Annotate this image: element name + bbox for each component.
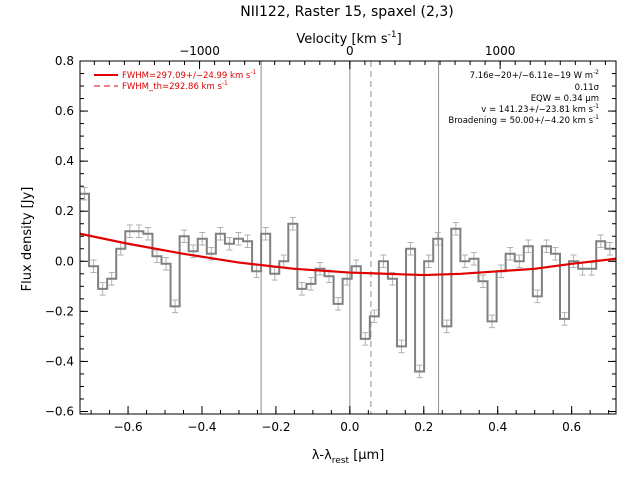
top-tick-label: 0 — [346, 44, 354, 58]
annotation-sigma: 0.11σ — [575, 83, 600, 93]
y-tick-label: 0.2 — [55, 204, 74, 218]
legend-label-fwhm-th: FWHM_th=292.86 km s-1 — [122, 80, 228, 92]
legend: FWHM=297.09+/−24.99 km s-1 FWHM_th=292.8… — [94, 69, 257, 92]
x-axis-label-text: λ-λ — [312, 448, 332, 463]
top-axis-label-sup: -1 — [388, 30, 397, 40]
axes: −0.6 −0.4 −0.2 0.0 0.2 0.4 0.6 0.8 −0.6 −0.4 −0.2 0… — [45, 44, 617, 434]
y-tick-label: 0.4 — [55, 154, 74, 168]
annotation-flux: 7.16e−20+/−6.11e−19 W m-2 — [470, 69, 600, 81]
annotation-velocity: v = 141.23+/−23.81 km s-1 — [481, 103, 599, 115]
x-tick-label: −0.4 — [187, 420, 216, 434]
y-tick-label: −0.4 — [45, 354, 74, 368]
chart-title: NII122, Raster 15, spaxel (2,3) — [240, 4, 453, 20]
x-tick-label: 0.4 — [488, 420, 507, 434]
top-tick-label: 1000 — [485, 44, 516, 58]
annotation-broadening: Broadening = 50.00+/−4.20 km s-1 — [448, 114, 599, 126]
fit-annotations: 7.16e−20+/−6.11e−19 W m-2 0.11σ EQW = 0.… — [448, 69, 599, 126]
x-tick-label: 0.6 — [562, 420, 581, 434]
spectrum-steps — [80, 192, 615, 373]
x-tick-label: 0.0 — [340, 420, 359, 434]
plot-frame — [79, 60, 617, 415]
x-axis-label-sub: rest — [332, 456, 350, 466]
top-tick-label: −1000 — [179, 44, 220, 58]
y-tick-label: 0.8 — [55, 54, 74, 68]
x-axis-label: λ-λrest [μm] — [312, 448, 385, 466]
annotation-eqw: EQW = 0.34 μm — [531, 94, 599, 104]
fit-curve — [79, 232, 617, 277]
legend-label-fwhm: FWHM=297.09+/−24.99 km s-1 — [122, 69, 257, 81]
y-tick-label: −0.6 — [45, 404, 74, 418]
x-axis-label-unit: [μm] — [349, 448, 384, 463]
y-tick-label: −0.2 — [45, 304, 74, 318]
y-tick-label: 0.0 — [55, 254, 74, 268]
x-tick-label: 0.2 — [414, 420, 433, 434]
top-axis-label-end: ] — [397, 32, 402, 47]
x-tick-label: −0.6 — [113, 420, 142, 434]
y-tick-label: 0.6 — [55, 104, 74, 118]
top-axis-label-text: Velocity [km s — [296, 32, 388, 47]
x-tick-label: −0.2 — [261, 420, 290, 434]
y-axis-label: Flux density [Jy] — [20, 187, 35, 292]
top-axis-label: Velocity [km s-1] — [296, 30, 401, 47]
plot-area — [79, 61, 617, 414]
